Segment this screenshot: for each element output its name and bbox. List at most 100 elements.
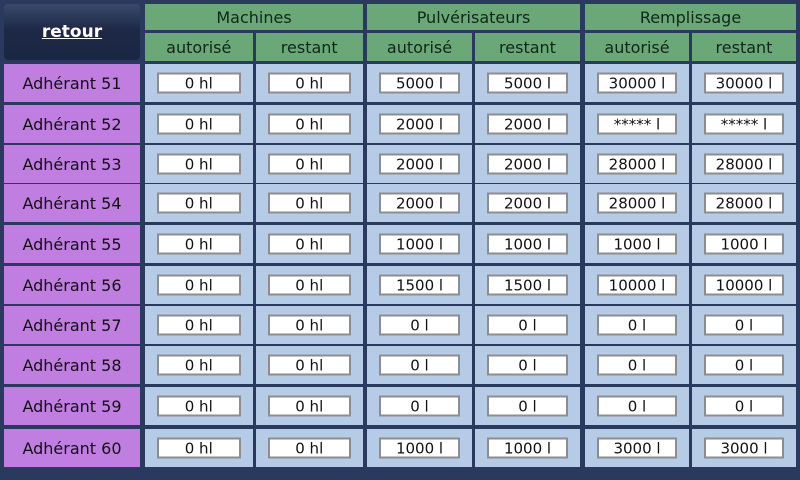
value-field[interactable]: 10000 l <box>597 274 677 296</box>
value-field[interactable]: 1000 l <box>379 437 460 459</box>
value-field[interactable]: 10000 l <box>704 274 784 296</box>
value-cell: 2000 l <box>475 145 580 183</box>
group-title: Remplissage <box>585 4 796 30</box>
value-field[interactable]: 2000 l <box>379 153 460 175</box>
value-field[interactable]: 0 hl <box>267 274 351 296</box>
value-field[interactable]: 0 hl <box>157 192 241 214</box>
value-cell: 0 hl <box>255 306 363 344</box>
value-cell: 0 hl <box>255 145 363 183</box>
value-field[interactable]: 0 hl <box>267 233 351 255</box>
value-field[interactable]: 0 hl <box>267 314 351 336</box>
value-field[interactable]: 30000 l <box>597 72 677 94</box>
value-cell: 0 hl <box>145 64 253 102</box>
value-cell: 30000 l <box>585 64 689 102</box>
value-cell: 1000 l <box>475 429 580 467</box>
value-cell: 0 hl <box>255 64 363 102</box>
value-cell: 0 hl <box>145 145 253 183</box>
value-cell: 2000 l <box>367 105 472 143</box>
value-field[interactable]: 0 l <box>704 314 784 336</box>
value-field[interactable]: 0 hl <box>157 113 241 135</box>
value-field[interactable]: 0 hl <box>157 354 241 376</box>
value-cell: 30000 l <box>692 64 796 102</box>
column-group-1: Machines autorisé restant <box>145 4 363 61</box>
value-field[interactable]: 28000 l <box>597 153 677 175</box>
column-header-authorized: autorisé <box>367 33 472 61</box>
value-field[interactable]: 0 hl <box>267 192 351 214</box>
value-field[interactable]: 2000 l <box>487 113 568 135</box>
value-cell: 0 hl <box>255 225 363 263</box>
value-field[interactable]: 5000 l <box>487 72 568 94</box>
value-cell: 1500 l <box>475 266 580 304</box>
value-field[interactable]: 0 l <box>487 314 568 336</box>
member-label: Adhérant 55 <box>4 225 140 263</box>
value-cell: 1000 l <box>367 429 472 467</box>
value-cell: 0 l <box>367 346 472 384</box>
value-field[interactable]: 0 l <box>487 395 568 417</box>
value-field[interactable]: 0 l <box>597 354 677 376</box>
member-label: Adhérant 60 <box>4 429 140 467</box>
value-cell: 0 hl <box>145 429 253 467</box>
column-group-3: Remplissage autorisé restant <box>585 4 796 61</box>
value-cell: 0 hl <box>255 184 363 222</box>
value-field[interactable]: 1500 l <box>379 274 460 296</box>
value-field[interactable]: 0 hl <box>157 233 241 255</box>
value-field[interactable]: 0 hl <box>267 437 351 459</box>
value-field[interactable]: 0 l <box>379 354 460 376</box>
value-field[interactable]: 1000 l <box>597 233 677 255</box>
value-cell: 0 l <box>692 387 796 425</box>
value-field[interactable]: 1500 l <box>487 274 568 296</box>
value-field[interactable]: 2000 l <box>487 192 568 214</box>
value-field[interactable]: 28000 l <box>597 192 677 214</box>
value-cell: 0 l <box>475 306 580 344</box>
value-cell: 1500 l <box>367 266 472 304</box>
value-field[interactable]: 2000 l <box>379 113 460 135</box>
value-field[interactable]: 0 hl <box>157 437 241 459</box>
value-field[interactable]: 3000 l <box>704 437 784 459</box>
value-field[interactable]: 0 l <box>597 395 677 417</box>
value-field[interactable]: ***** l <box>597 113 677 135</box>
value-field[interactable]: 0 l <box>597 314 677 336</box>
value-field[interactable]: 0 hl <box>157 153 241 175</box>
value-field[interactable]: 1000 l <box>487 437 568 459</box>
value-cell: 0 hl <box>145 225 253 263</box>
column-header-remaining: restant <box>475 33 580 61</box>
value-cell: 2000 l <box>367 145 472 183</box>
value-cell: 5000 l <box>475 64 580 102</box>
value-field[interactable]: 0 hl <box>267 395 351 417</box>
value-field[interactable]: 5000 l <box>379 72 460 94</box>
value-cell: 10000 l <box>692 266 796 304</box>
value-field[interactable]: ***** l <box>704 113 784 135</box>
value-cell: 0 hl <box>255 387 363 425</box>
value-field[interactable]: 0 l <box>379 314 460 336</box>
value-cell: ***** l <box>692 105 796 143</box>
value-field[interactable]: 28000 l <box>704 192 784 214</box>
value-field[interactable]: 0 l <box>379 395 460 417</box>
value-field[interactable]: 1000 l <box>487 233 568 255</box>
value-field[interactable]: 0 hl <box>267 153 351 175</box>
value-field[interactable]: 2000 l <box>379 192 460 214</box>
value-field[interactable]: 0 hl <box>157 72 241 94</box>
value-field[interactable]: 0 hl <box>157 395 241 417</box>
value-field[interactable]: 0 l <box>704 354 784 376</box>
value-cell: 0 hl <box>255 105 363 143</box>
value-field[interactable]: 0 hl <box>157 314 241 336</box>
value-field[interactable]: 1000 l <box>379 233 460 255</box>
column-header-authorized: autorisé <box>145 33 253 61</box>
value-field[interactable]: 0 hl <box>267 354 351 376</box>
value-cell: 2000 l <box>475 105 580 143</box>
value-cell: 0 l <box>475 346 580 384</box>
value-field[interactable]: 0 hl <box>267 113 351 135</box>
value-field[interactable]: 2000 l <box>487 153 568 175</box>
value-field[interactable]: 0 l <box>487 354 568 376</box>
value-field[interactable]: 0 hl <box>267 72 351 94</box>
back-button[interactable]: retour <box>4 4 140 60</box>
value-field[interactable]: 1000 l <box>704 233 784 255</box>
value-field[interactable]: 30000 l <box>704 72 784 94</box>
value-field[interactable]: 0 hl <box>157 274 241 296</box>
member-label: Adhérant 57 <box>4 306 140 344</box>
value-field[interactable]: 3000 l <box>597 437 677 459</box>
value-cell: 0 l <box>367 306 472 344</box>
value-field[interactable]: 28000 l <box>704 153 784 175</box>
value-cell: 0 l <box>367 387 472 425</box>
value-field[interactable]: 0 l <box>704 395 784 417</box>
